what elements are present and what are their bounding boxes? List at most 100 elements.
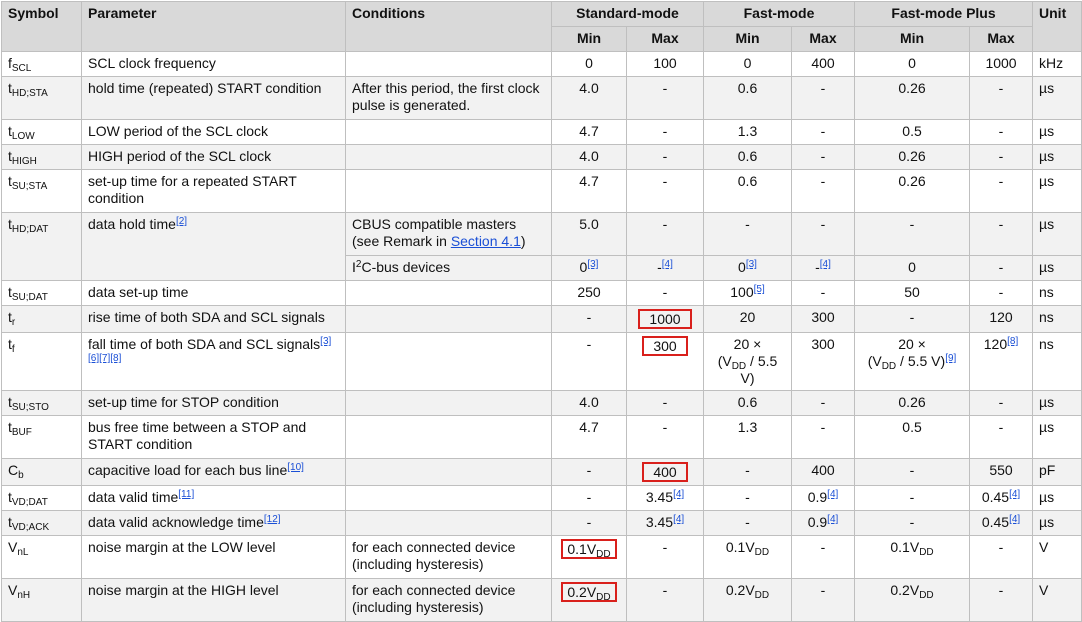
symbol-cell: VnH bbox=[1, 578, 82, 622]
table-row: tSU;STO set-up time for STOP condition 4… bbox=[1, 390, 1082, 416]
header-fast-mode: Fast-mode bbox=[702, 1, 856, 27]
unit-cell: µs bbox=[1032, 169, 1082, 213]
unit-cell: µs bbox=[1032, 390, 1082, 416]
footnote-link[interactable]: [9] bbox=[945, 353, 957, 364]
std-max-cell: -[4] bbox=[626, 255, 704, 281]
std-min-cell: 4.7 bbox=[551, 169, 627, 213]
std-min-cell: 4.0 bbox=[551, 144, 627, 170]
plus-min-cell: 20 × (VDD / 5.5 V)[9] bbox=[854, 332, 971, 391]
fast-min-cell: - bbox=[703, 510, 792, 536]
fast-min-cell: 0.6 bbox=[703, 76, 792, 120]
unit-cell: µs bbox=[1032, 119, 1082, 145]
fast-max-cell: -[4] bbox=[790, 255, 856, 281]
parameter-cell: data hold time[2] bbox=[81, 212, 346, 281]
fast-min-cell: 0.2VDD bbox=[703, 578, 792, 622]
footnote-link[interactable]: [4] bbox=[827, 489, 839, 500]
highlight-box: 1000 bbox=[638, 309, 692, 329]
std-max-cell: 100 bbox=[626, 51, 704, 77]
std-max-cell: 3.45[4] bbox=[626, 485, 704, 511]
plus-max-cell: 0.45[4] bbox=[969, 510, 1034, 536]
footnote-link[interactable]: [4] bbox=[819, 259, 831, 270]
parameter-cell: LOW period of the SCL clock bbox=[81, 119, 346, 145]
symbol-cell: tBUF bbox=[1, 415, 82, 459]
fast-max-cell: 0.9[4] bbox=[790, 510, 856, 536]
footnote-link[interactable]: [12] bbox=[263, 514, 281, 525]
parameter-cell: data valid acknowledge time[12] bbox=[81, 510, 346, 536]
unit-cell: ns bbox=[1032, 280, 1082, 306]
footnote-link[interactable]: [4] bbox=[1009, 489, 1021, 500]
symbol-cell: tSU;STA bbox=[1, 169, 82, 213]
footnote-link[interactable]: [3] bbox=[587, 259, 599, 270]
fast-min-cell: 0.6 bbox=[703, 390, 792, 416]
footnote-link[interactable]: [4] bbox=[661, 259, 673, 270]
footnote-link[interactable]: [4] bbox=[673, 514, 685, 525]
conditions-cell bbox=[345, 458, 552, 486]
table-row: tf fall time of both SDA and SCL signals… bbox=[1, 332, 1082, 391]
parameter-cell: noise margin at the LOW level bbox=[81, 535, 346, 579]
std-max-cell: - bbox=[626, 76, 704, 120]
parameter-cell: SCL clock frequency bbox=[81, 51, 346, 77]
fast-max-cell: - bbox=[790, 212, 856, 256]
footnote-link[interactable]: [2] bbox=[175, 216, 188, 227]
conditions-cell bbox=[345, 280, 552, 306]
header-symbol: Symbol bbox=[1, 1, 82, 52]
footnote-link[interactable]: [10] bbox=[287, 462, 304, 473]
footnote-link[interactable]: [8] bbox=[1007, 336, 1019, 347]
parameter-cell: fall time of both SDA and SCL signals[3]… bbox=[81, 332, 346, 391]
plus-max-cell: - bbox=[969, 535, 1034, 579]
plus-min-cell: - bbox=[854, 485, 971, 511]
parameter-cell: bus free time between a STOP and START c… bbox=[81, 415, 346, 459]
std-min-cell: - bbox=[551, 332, 627, 391]
std-max-cell: - bbox=[626, 144, 704, 170]
header-min: Min bbox=[703, 26, 792, 52]
parameter-cell: data valid time[11] bbox=[81, 485, 346, 511]
std-max-cell: - bbox=[626, 119, 704, 145]
footnote-link[interactable]: [4] bbox=[673, 489, 685, 500]
fast-max-cell: - bbox=[790, 144, 856, 170]
footnote-link[interactable]: [3][6][7][8] bbox=[88, 336, 332, 364]
std-min-cell: - bbox=[551, 458, 627, 486]
conditions-cell bbox=[345, 485, 552, 511]
conditions-cell bbox=[345, 119, 552, 145]
symbol-cell: tf bbox=[1, 332, 82, 391]
conditions-cell bbox=[345, 390, 552, 416]
std-min-cell: - bbox=[551, 510, 627, 536]
parameter-cell: hold time (repeated) START condition bbox=[81, 76, 346, 120]
std-max-cell: - bbox=[626, 280, 704, 306]
plus-min-cell: - bbox=[854, 305, 971, 333]
plus-min-cell: 0.5 bbox=[854, 119, 971, 145]
symbol-cell: tLOW bbox=[1, 119, 82, 145]
table-row: fSCL SCL clock frequency 0 100 0 400 0 1… bbox=[1, 51, 1082, 77]
fast-min-cell: 100[5] bbox=[703, 280, 792, 306]
plus-max-cell: - bbox=[969, 255, 1034, 281]
plus-min-cell: 0.1VDD bbox=[854, 535, 971, 579]
highlight-box: 400 bbox=[642, 462, 688, 482]
std-max-cell: - bbox=[626, 415, 704, 459]
conditions-cell: I2C-bus devices bbox=[345, 255, 552, 281]
fast-min-cell: - bbox=[703, 485, 792, 511]
conditions-cell bbox=[345, 51, 552, 77]
section-link[interactable]: Section 4.1 bbox=[450, 233, 521, 249]
parameter-cell: capacitive load for each bus line[10] bbox=[81, 458, 346, 486]
fast-max-cell: - bbox=[790, 390, 856, 416]
footnote-link[interactable]: [4] bbox=[1009, 514, 1021, 525]
footnote-link[interactable]: [5] bbox=[753, 284, 765, 295]
plus-min-cell: - bbox=[854, 458, 971, 486]
footnote-link[interactable]: [3] bbox=[745, 259, 757, 270]
fast-min-cell: 0.6 bbox=[703, 144, 792, 170]
std-max-cell: - bbox=[626, 535, 704, 579]
symbol-cell: tr bbox=[1, 305, 82, 333]
fast-max-cell: 0.9[4] bbox=[790, 485, 856, 511]
symbol-cell: tVD;DAT bbox=[1, 485, 82, 511]
plus-max-cell: - bbox=[969, 119, 1034, 145]
fast-max-cell: - bbox=[790, 535, 856, 579]
header-conditions: Conditions bbox=[345, 1, 552, 52]
footnote-link[interactable]: [11] bbox=[178, 489, 195, 500]
unit-cell: pF bbox=[1032, 458, 1082, 486]
highlight-box: 300 bbox=[642, 336, 688, 356]
plus-min-cell: 0.26 bbox=[854, 76, 971, 120]
fast-max-cell: - bbox=[790, 119, 856, 145]
table-row: tHD;DAT data hold time[2] CBUS compatibl… bbox=[1, 212, 1082, 281]
footnote-link[interactable]: [4] bbox=[827, 514, 839, 525]
